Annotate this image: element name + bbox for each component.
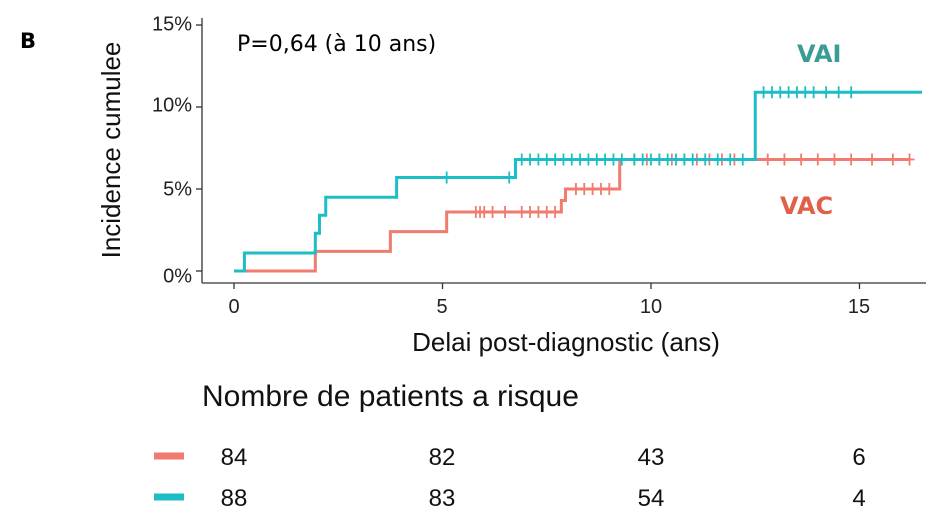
x-tick-label-10: 10 — [640, 296, 662, 318]
censor-mark-vai — [800, 86, 811, 99]
x-tick-label-0: 0 — [228, 296, 239, 318]
censor-mark-vai — [775, 86, 786, 99]
y-axis-title: Incidence cumulee — [96, 42, 126, 259]
censor-mark-vai — [808, 86, 819, 99]
panel-label: B — [20, 29, 36, 53]
censor-mark-vai — [646, 153, 656, 166]
censor-mark-vai — [766, 86, 777, 99]
censor-mark-vac — [587, 183, 598, 195]
censor-mark-vac — [570, 183, 581, 195]
censor-mark-vac — [604, 183, 615, 195]
censor-mark-vai — [441, 171, 452, 184]
censor-mark-vai — [504, 171, 515, 184]
censor-mark-vac — [516, 205, 527, 218]
risk-count: 88 — [221, 485, 248, 510]
censor-mark-vac — [487, 205, 498, 218]
censor-mark-vac — [887, 153, 898, 166]
censor-mark-vai — [575, 153, 586, 166]
p-value-annotation: P=0,64 (à 10 ans) — [237, 32, 436, 57]
censor-mark-vac — [846, 153, 857, 166]
censor-mark-vai — [600, 153, 611, 166]
censor-mark-vai — [712, 153, 723, 166]
censor-mark-vai — [550, 153, 561, 166]
censor-mark-vai — [662, 153, 673, 166]
censor-mark-vai — [687, 153, 698, 166]
censor-mark-vai — [566, 153, 577, 166]
x-tick-label-15: 15 — [848, 296, 870, 318]
censor-mark-vai — [608, 153, 619, 166]
risk-count: 6 — [852, 444, 865, 471]
censor-mark-vai — [558, 153, 569, 166]
series-label-vai: VAI — [797, 40, 841, 68]
censor-mark-vac — [541, 205, 552, 218]
y-tick-label-5: 5% — [163, 178, 192, 200]
y-tick-label-10: 10% — [152, 94, 192, 116]
y-tick-labels: 0% 5% 10% 15% — [152, 13, 192, 287]
censor-mark-vac — [479, 205, 490, 218]
risk-count: 83 — [429, 485, 456, 510]
censor-mark-vai — [583, 153, 594, 166]
censor-mark-vai — [533, 153, 544, 166]
censor-mark-vac — [525, 205, 536, 218]
censor-mark-vai — [833, 86, 844, 99]
censor-mark-vac — [867, 153, 878, 166]
censor-mark-vai — [525, 153, 536, 166]
censor-mark-vai — [737, 153, 748, 166]
censor-mark-vai — [791, 86, 802, 99]
censor-mark-vai — [758, 86, 769, 99]
censor-mark-vac — [500, 205, 511, 218]
censor-mark-vai — [654, 153, 665, 166]
risk-row-vai: 88 83 54 4 — [154, 485, 866, 510]
x-tick-label-5: 5 — [436, 296, 447, 318]
censor-mark-vai — [725, 153, 736, 166]
series-line-vai — [234, 90, 923, 273]
censor-mark-vai — [671, 153, 682, 166]
censor-mark-vai — [629, 153, 640, 166]
x-axis-title: Delai post-diagnostic (ans) — [412, 327, 720, 357]
censor-mark-vac — [595, 183, 606, 195]
series-label-vac: VAC — [780, 192, 833, 220]
censor-mark-vai — [637, 153, 648, 166]
censor-mark-vai — [700, 153, 711, 166]
risk-table-title: Nombre de patients a risque — [202, 380, 579, 413]
censor-mark-vac — [762, 153, 773, 166]
series-layer — [234, 86, 923, 273]
censor-mark-vac — [812, 153, 823, 166]
censor-mark-vai — [783, 86, 794, 99]
censor-mark-vac — [579, 183, 590, 195]
censor-mark-vac — [796, 153, 807, 166]
risk-count: 43 — [638, 444, 665, 471]
y-axis — [196, 18, 203, 283]
risk-row-vac: 84 82 43 6 — [154, 444, 866, 471]
censor-mark-vai — [679, 153, 690, 166]
risk-count: 84 — [221, 444, 248, 471]
censor-mark-vac — [533, 205, 544, 218]
censor-mark-vai — [516, 153, 527, 166]
censor-mark-vac — [550, 205, 561, 218]
censor-mark-vai — [591, 153, 602, 166]
risk-count: 54 — [638, 485, 665, 510]
censor-mark-vai — [616, 153, 627, 166]
risk-count: 4 — [852, 485, 865, 510]
x-axis — [202, 282, 926, 289]
censor-mark-vai — [541, 153, 552, 166]
risk-count: 82 — [429, 444, 456, 471]
x-tick-labels: 0 5 10 15 — [228, 296, 870, 318]
censor-mark-vac — [829, 153, 840, 166]
censor-mark-vac — [904, 153, 915, 166]
censor-mark-vai — [821, 86, 832, 99]
censor-mark-vac — [779, 153, 790, 166]
censor-mark-vai — [846, 86, 857, 99]
y-tick-label-15: 15% — [152, 13, 192, 35]
y-tick-label-0: 0% — [163, 265, 192, 287]
